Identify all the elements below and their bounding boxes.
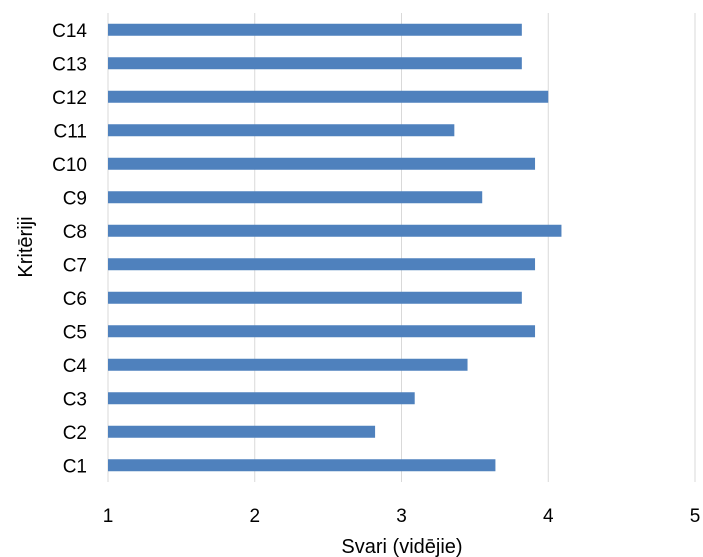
bar-c6 — [108, 291, 522, 304]
bar-c8 — [108, 224, 562, 237]
x-axis-title: Svari (vidējie) — [341, 536, 462, 557]
y-tick-label-c14: C14 — [52, 21, 87, 42]
y-tick-label-c3: C3 — [63, 389, 87, 410]
y-tick-label-c9: C9 — [63, 188, 87, 209]
bar-c4 — [108, 358, 468, 371]
bar-c12 — [108, 90, 549, 103]
y-tick-label-c12: C12 — [52, 88, 87, 109]
bar-c11 — [108, 124, 455, 137]
y-tick-label-c7: C7 — [63, 255, 87, 276]
bars — [108, 23, 562, 472]
y-tick-label-c13: C13 — [52, 54, 87, 75]
bar-c10 — [108, 157, 536, 170]
y-tick-label-c6: C6 — [63, 289, 87, 310]
x-tick-label-5: 5 — [690, 506, 701, 527]
y-tick-label-c10: C10 — [52, 155, 87, 176]
x-tick-label-2: 2 — [249, 506, 260, 527]
y-tick-label-c2: C2 — [63, 423, 87, 444]
x-tick-label-4: 4 — [543, 506, 554, 527]
bar-c5 — [108, 325, 536, 338]
bar-c14 — [108, 23, 522, 36]
x-tick-labels: 1 2 3 4 5 — [103, 506, 701, 527]
y-tick-label-c8: C8 — [63, 222, 87, 243]
bar-c7 — [108, 258, 536, 271]
grid-lines — [107, 13, 696, 482]
bar-c13 — [108, 57, 522, 70]
y-tick-label-c1: C1 — [63, 456, 87, 477]
bar-c1 — [108, 459, 496, 472]
x-tick-label-3: 3 — [396, 506, 407, 527]
bar-c9 — [108, 191, 483, 204]
x-tick-label-1: 1 — [103, 506, 114, 527]
bar-c3 — [108, 392, 415, 405]
y-axis-title: Kritēriji — [15, 216, 37, 277]
bar-c2 — [108, 425, 376, 438]
y-tick-labels: C1 C2 C3 C4 C5 C6 C7 C8 C9 C10 C11 C12 C13 C14 — [52, 21, 87, 478]
y-tick-label-c11: C11 — [54, 121, 87, 142]
y-tick-label-c5: C5 — [63, 322, 87, 343]
y-tick-label-c4: C4 — [63, 356, 88, 377]
